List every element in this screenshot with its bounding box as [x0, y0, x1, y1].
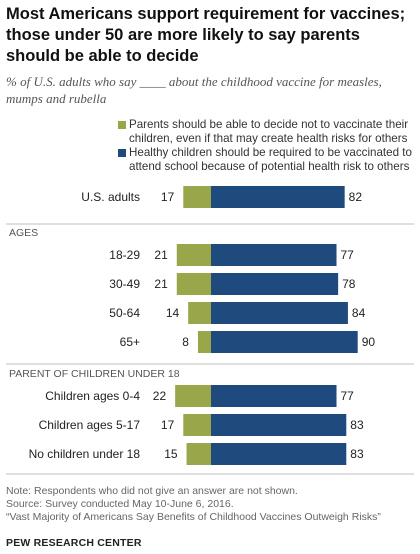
bar-required	[211, 443, 347, 465]
value-label-parents-decide: 21	[154, 248, 168, 262]
bar-required	[211, 302, 348, 324]
bar-parents-decide	[183, 186, 211, 208]
source-text: Source: Survey conducted May 10-June 6, …	[6, 498, 234, 510]
value-label-parents-decide: 8	[182, 335, 189, 349]
category-label: 18-29	[109, 248, 140, 262]
value-label-required: 77	[341, 389, 355, 403]
value-label-required: 90	[362, 335, 376, 349]
bar-required	[211, 331, 358, 353]
note-text: Note: Respondents who did not give an an…	[6, 485, 298, 497]
bar-parents-decide	[176, 244, 211, 266]
value-label-parents-decide: 21	[154, 277, 168, 291]
category-label: Children ages 0-4	[45, 389, 140, 403]
category-label: Children ages 5-17	[39, 418, 141, 432]
value-label-required: 78	[342, 277, 356, 291]
chart-notes: Note: Respondents who did not give an an…	[6, 485, 416, 524]
value-label-parents-decide: 22	[153, 389, 167, 403]
legend-label-parents-decide: Parents should be able to decide not to …	[129, 118, 409, 145]
bar-required	[211, 414, 347, 436]
section-ages-label: AGES	[9, 227, 38, 239]
value-label-parents-decide: 15	[164, 447, 178, 461]
bar-required	[211, 244, 337, 266]
legend-swatch-parents-decide	[118, 121, 126, 129]
bar-parents-decide	[183, 414, 211, 436]
category-label: 30-49	[109, 277, 140, 291]
pew-research-center-logo-text: PEW RESEARCH CENTER	[6, 537, 142, 549]
value-label-required: 83	[350, 418, 364, 432]
category-label: No children under 18	[29, 447, 141, 461]
chart-subtitle: % of U.S. adults who say ____ about the …	[6, 74, 382, 106]
bar-parents-decide	[188, 302, 211, 324]
value-label-parents-decide: 14	[166, 306, 180, 320]
value-label-required: 82	[349, 190, 363, 204]
report-title: “Vast Majority of Americans Say Benefits…	[6, 511, 381, 523]
value-label-required: 77	[341, 248, 355, 262]
bar-required	[211, 273, 339, 295]
bar-parents-decide	[186, 443, 211, 465]
category-label: 65+	[120, 335, 140, 349]
bar-parents-decide	[197, 331, 211, 353]
category-label: U.S. adults	[81, 190, 140, 204]
legend-swatch-required	[118, 149, 126, 157]
bar-parents-decide	[176, 273, 211, 295]
value-label-required: 84	[352, 306, 366, 320]
value-label-required: 83	[350, 447, 364, 461]
bar-required	[211, 186, 345, 208]
legend-label-required: Healthy children should be required to b…	[129, 146, 412, 173]
chart-title: Most Americans support requirement for v…	[6, 5, 406, 65]
section-parent-label: PARENT OF CHILDREN UNDER 18	[9, 368, 180, 380]
value-label-parents-decide: 17	[161, 418, 175, 432]
value-label-parents-decide: 17	[161, 190, 175, 204]
category-label: 50-64	[109, 306, 140, 320]
bar-parents-decide	[175, 385, 211, 407]
bar-required	[211, 385, 337, 407]
